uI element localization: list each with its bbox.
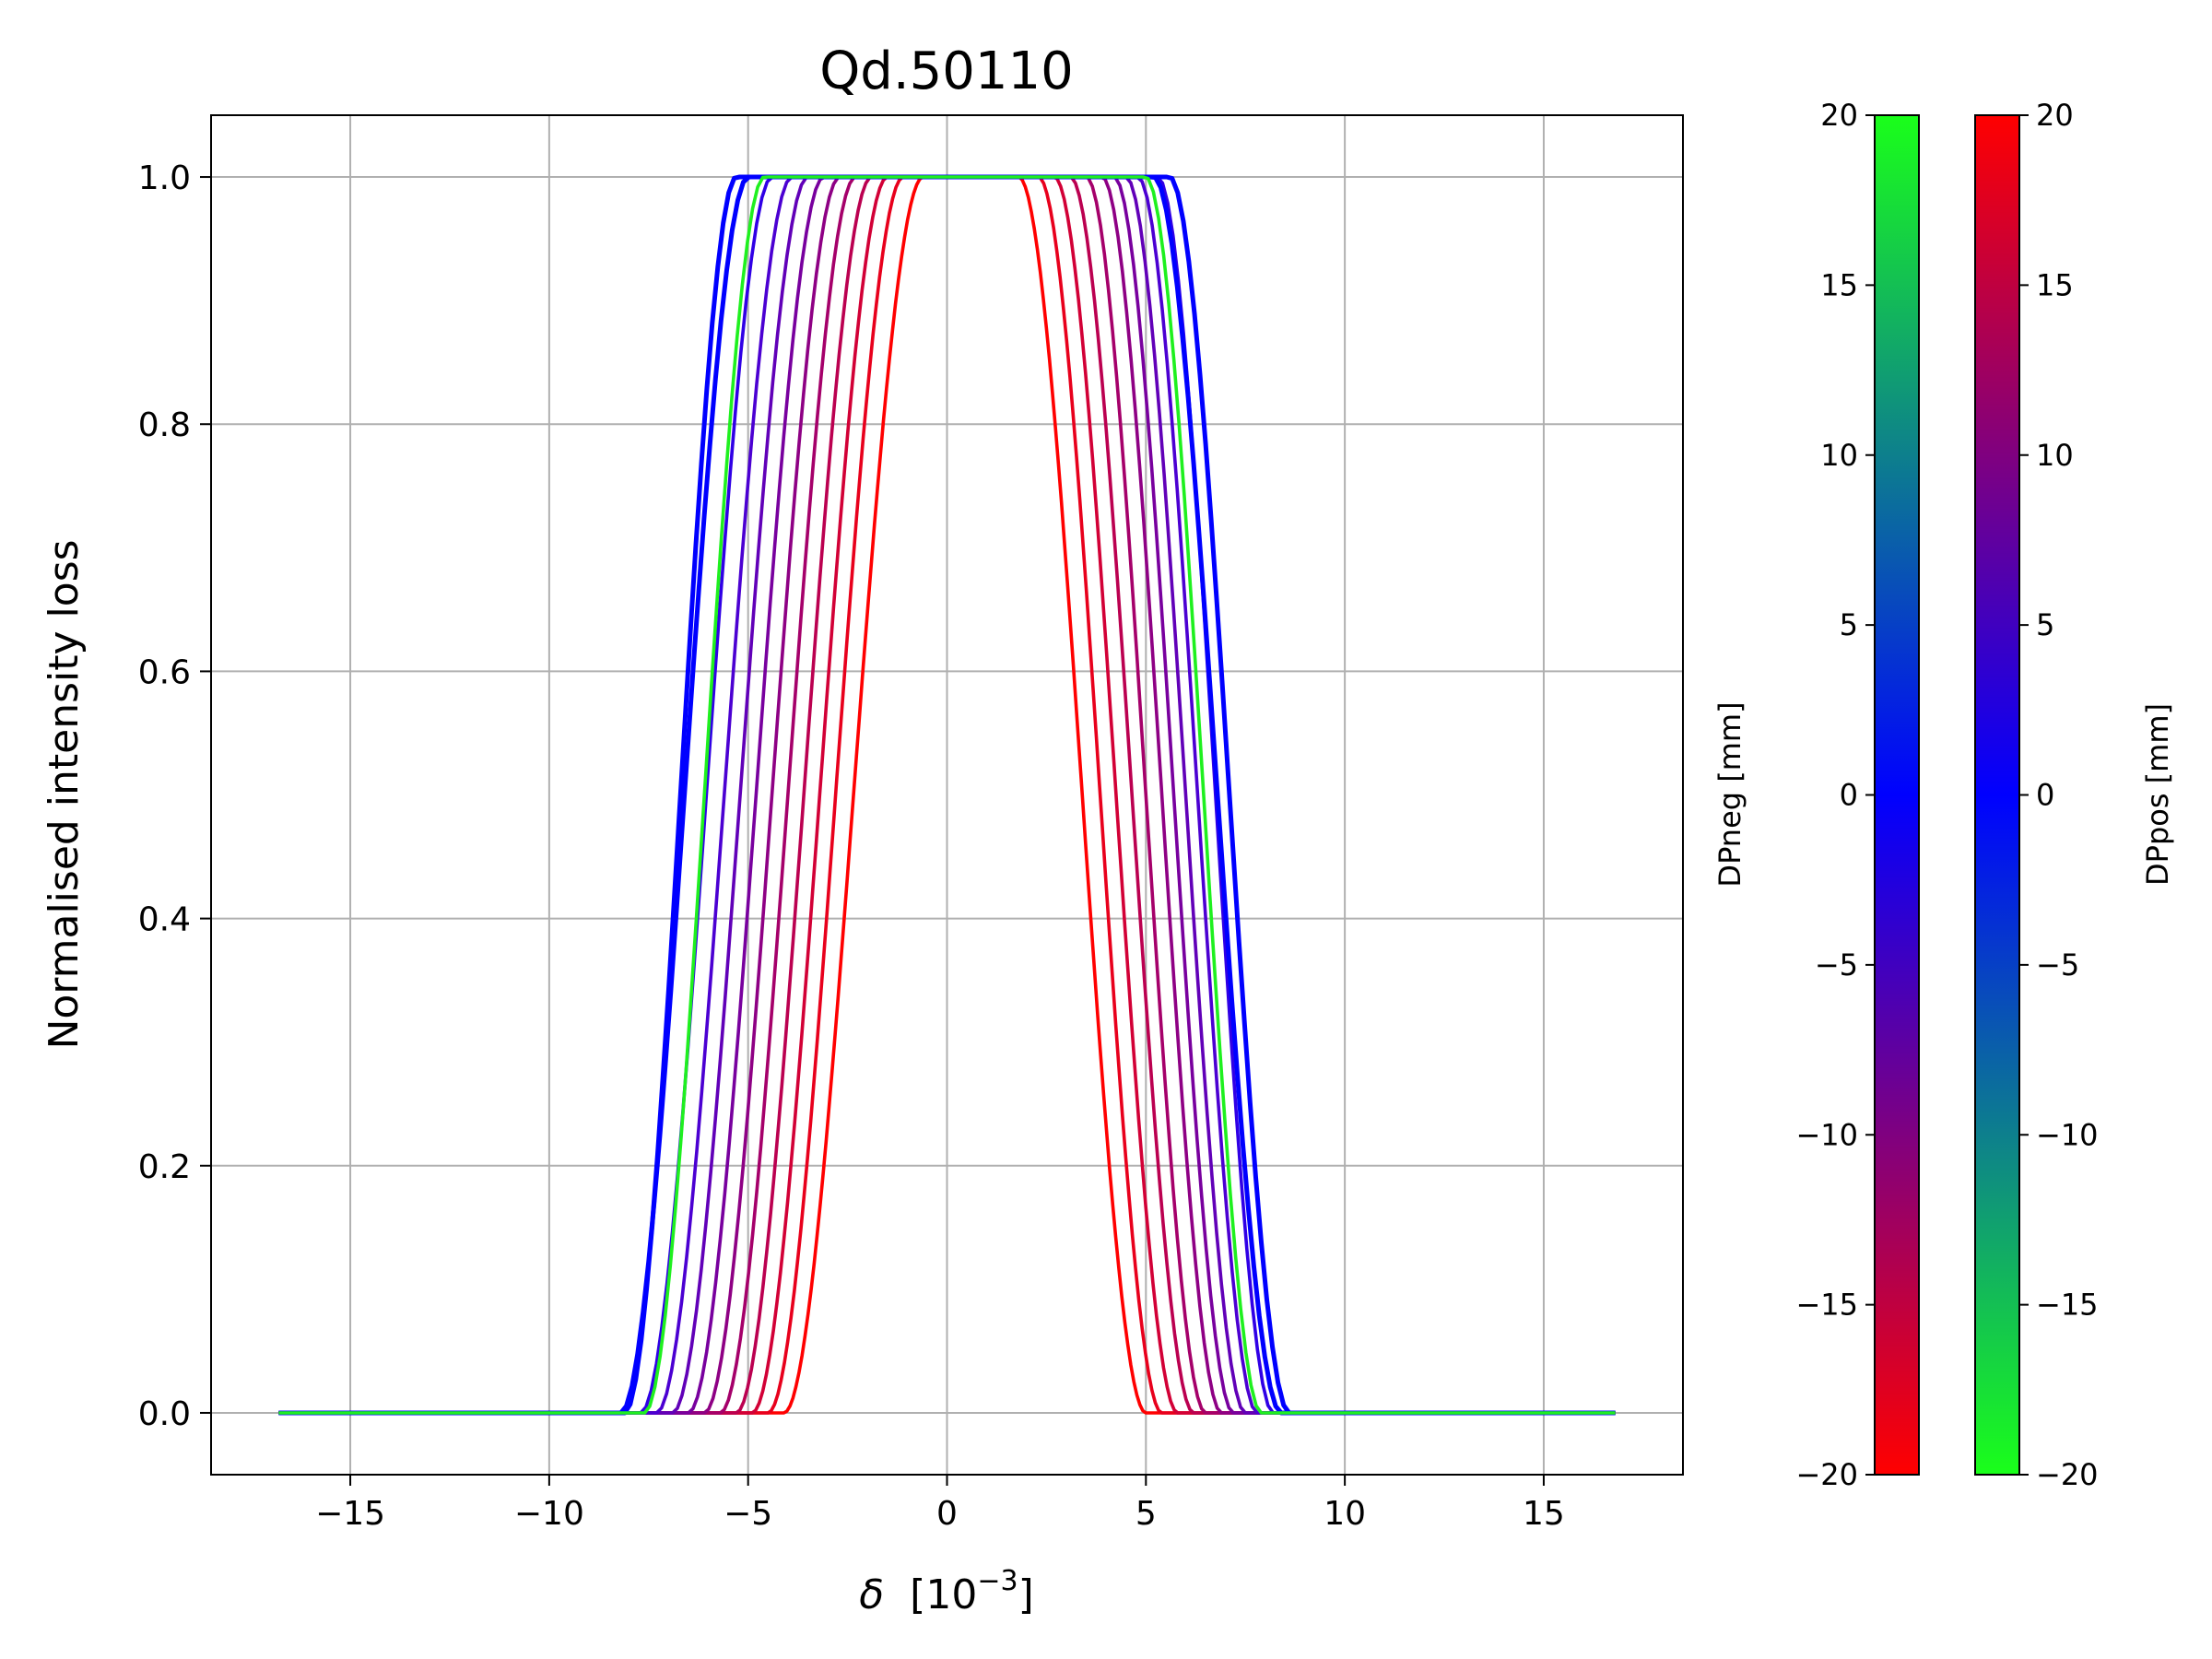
colorbar-dppos-bar (1974, 114, 2020, 1476)
x-axis-label: δ [10−3] (859, 1565, 1033, 1618)
colorbar-tick-label: −5 (2036, 947, 2079, 982)
colorbar-tick-label: −15 (1795, 1288, 1858, 1323)
series-line (278, 175, 1616, 1415)
y-tick-label: 1.0 (138, 159, 191, 197)
colorbar-tick-label: −10 (1795, 1117, 1858, 1152)
y-tick-label: 0.0 (138, 1395, 191, 1433)
colorbar-dppos-label: DPpos [mm] (2140, 703, 2175, 886)
colorbar-dppos-ticks: 20 15 10 5 0 −5 −10 −15 −20 (2019, 98, 2099, 1492)
colorbar-dpneg-label: DPneg [mm] (1712, 701, 1747, 887)
x-tick-label: 10 (1324, 1495, 1366, 1533)
x-tick-label: 5 (1135, 1495, 1157, 1533)
colorbar-tick-label: −10 (2036, 1117, 2099, 1152)
colorbar-dpneg-bar (1874, 114, 1920, 1476)
colorbar-tick-label: −20 (1795, 1457, 1858, 1492)
colorbar-tick-label: −5 (1815, 947, 1858, 982)
x-tick-label: −10 (514, 1495, 584, 1533)
colorbar-tick-label: 15 (2036, 267, 2074, 302)
colorbar-dpneg-ticks: 20 15 10 5 0 −5 −10 −15 −20 (1795, 98, 1875, 1492)
colorbar-tick-label: 20 (1820, 98, 1858, 133)
colorbar-tick-label: 0 (1840, 778, 1858, 813)
colorbar-tick-label: 15 (1820, 267, 1858, 302)
colorbar-tick-label: 10 (1820, 438, 1858, 473)
x-axis-label-unit: [10 (910, 1571, 977, 1618)
colorbar-tick-label: −20 (2036, 1457, 2099, 1492)
colorbar-tick-label: 5 (1840, 607, 1858, 642)
y-tick-label: 0.2 (138, 1148, 191, 1186)
colorbar-tick-label: 0 (2036, 778, 2054, 813)
x-tick-label: −5 (724, 1495, 772, 1533)
y-tick-label: 0.4 (138, 901, 191, 939)
colorbar-tick-label: 20 (2036, 98, 2074, 133)
colorbar-dppos: 20 15 10 5 0 −5 −10 −15 −20 DPpos [mm] (1974, 98, 2175, 1492)
colorbar-tick-label: −15 (2036, 1288, 2099, 1323)
x-axis-label-symbol: δ (859, 1571, 884, 1618)
chart-title: Qd.50110 (819, 41, 1074, 101)
x-axis-ticks: −15 −10 −5 0 5 10 15 (315, 1475, 1565, 1533)
y-tick-label: 0.6 (138, 653, 191, 691)
y-axis-label: Normalised intensity loss (41, 539, 88, 1049)
x-tick-label: −15 (315, 1495, 385, 1533)
colorbar-dpneg: 20 15 10 5 0 −5 −10 −15 −20 DPneg [mm] (1712, 98, 1920, 1492)
y-tick-label: 0.8 (138, 406, 191, 444)
colorbar-tick-label: 5 (2036, 607, 2054, 642)
series-layer (278, 174, 1616, 1416)
x-tick-label: 0 (936, 1495, 958, 1533)
colorbar-tick-label: 10 (2036, 438, 2074, 473)
x-axis-label-close: ] (1018, 1571, 1034, 1618)
x-axis-label-exponent: −3 (977, 1565, 1018, 1597)
y-axis-ticks: 0.0 0.2 0.4 0.6 0.8 1.0 (138, 159, 211, 1433)
x-tick-label: 15 (1523, 1495, 1565, 1533)
